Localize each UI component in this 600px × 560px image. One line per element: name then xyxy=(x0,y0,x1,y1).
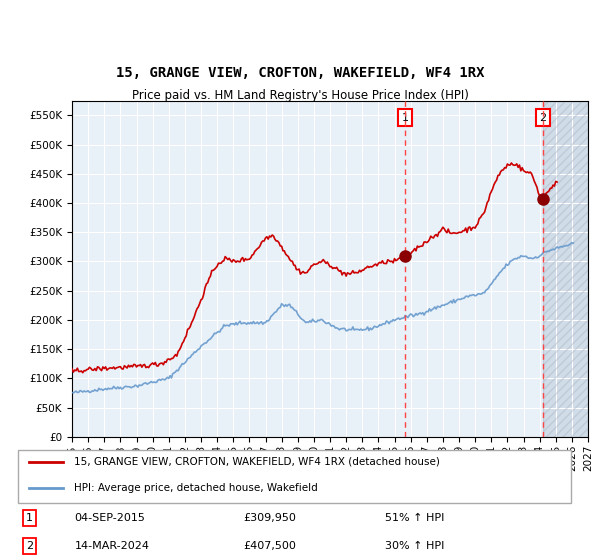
Text: 1: 1 xyxy=(402,113,409,123)
Text: 15, GRANGE VIEW, CROFTON, WAKEFIELD, WF4 1RX: 15, GRANGE VIEW, CROFTON, WAKEFIELD, WF4… xyxy=(116,66,484,80)
Text: 14-MAR-2024: 14-MAR-2024 xyxy=(74,541,149,551)
Text: 2: 2 xyxy=(539,113,547,123)
Text: 04-SEP-2015: 04-SEP-2015 xyxy=(74,513,145,523)
Bar xyxy=(543,101,588,437)
Text: Price paid vs. HM Land Registry's House Price Index (HPI): Price paid vs. HM Land Registry's House … xyxy=(131,88,469,102)
Text: £407,500: £407,500 xyxy=(244,541,296,551)
Text: HPI: Average price, detached house, Wakefield: HPI: Average price, detached house, Wake… xyxy=(74,483,318,493)
Text: £309,950: £309,950 xyxy=(244,513,296,523)
Text: 51% ↑ HPI: 51% ↑ HPI xyxy=(385,513,444,523)
Text: 15, GRANGE VIEW, CROFTON, WAKEFIELD, WF4 1RX (detached house): 15, GRANGE VIEW, CROFTON, WAKEFIELD, WF4… xyxy=(74,457,440,467)
Bar xyxy=(543,101,588,437)
Text: 30% ↑ HPI: 30% ↑ HPI xyxy=(385,541,444,551)
FancyBboxPatch shape xyxy=(18,450,571,503)
Text: 2: 2 xyxy=(26,541,33,551)
Text: 1: 1 xyxy=(26,513,33,523)
